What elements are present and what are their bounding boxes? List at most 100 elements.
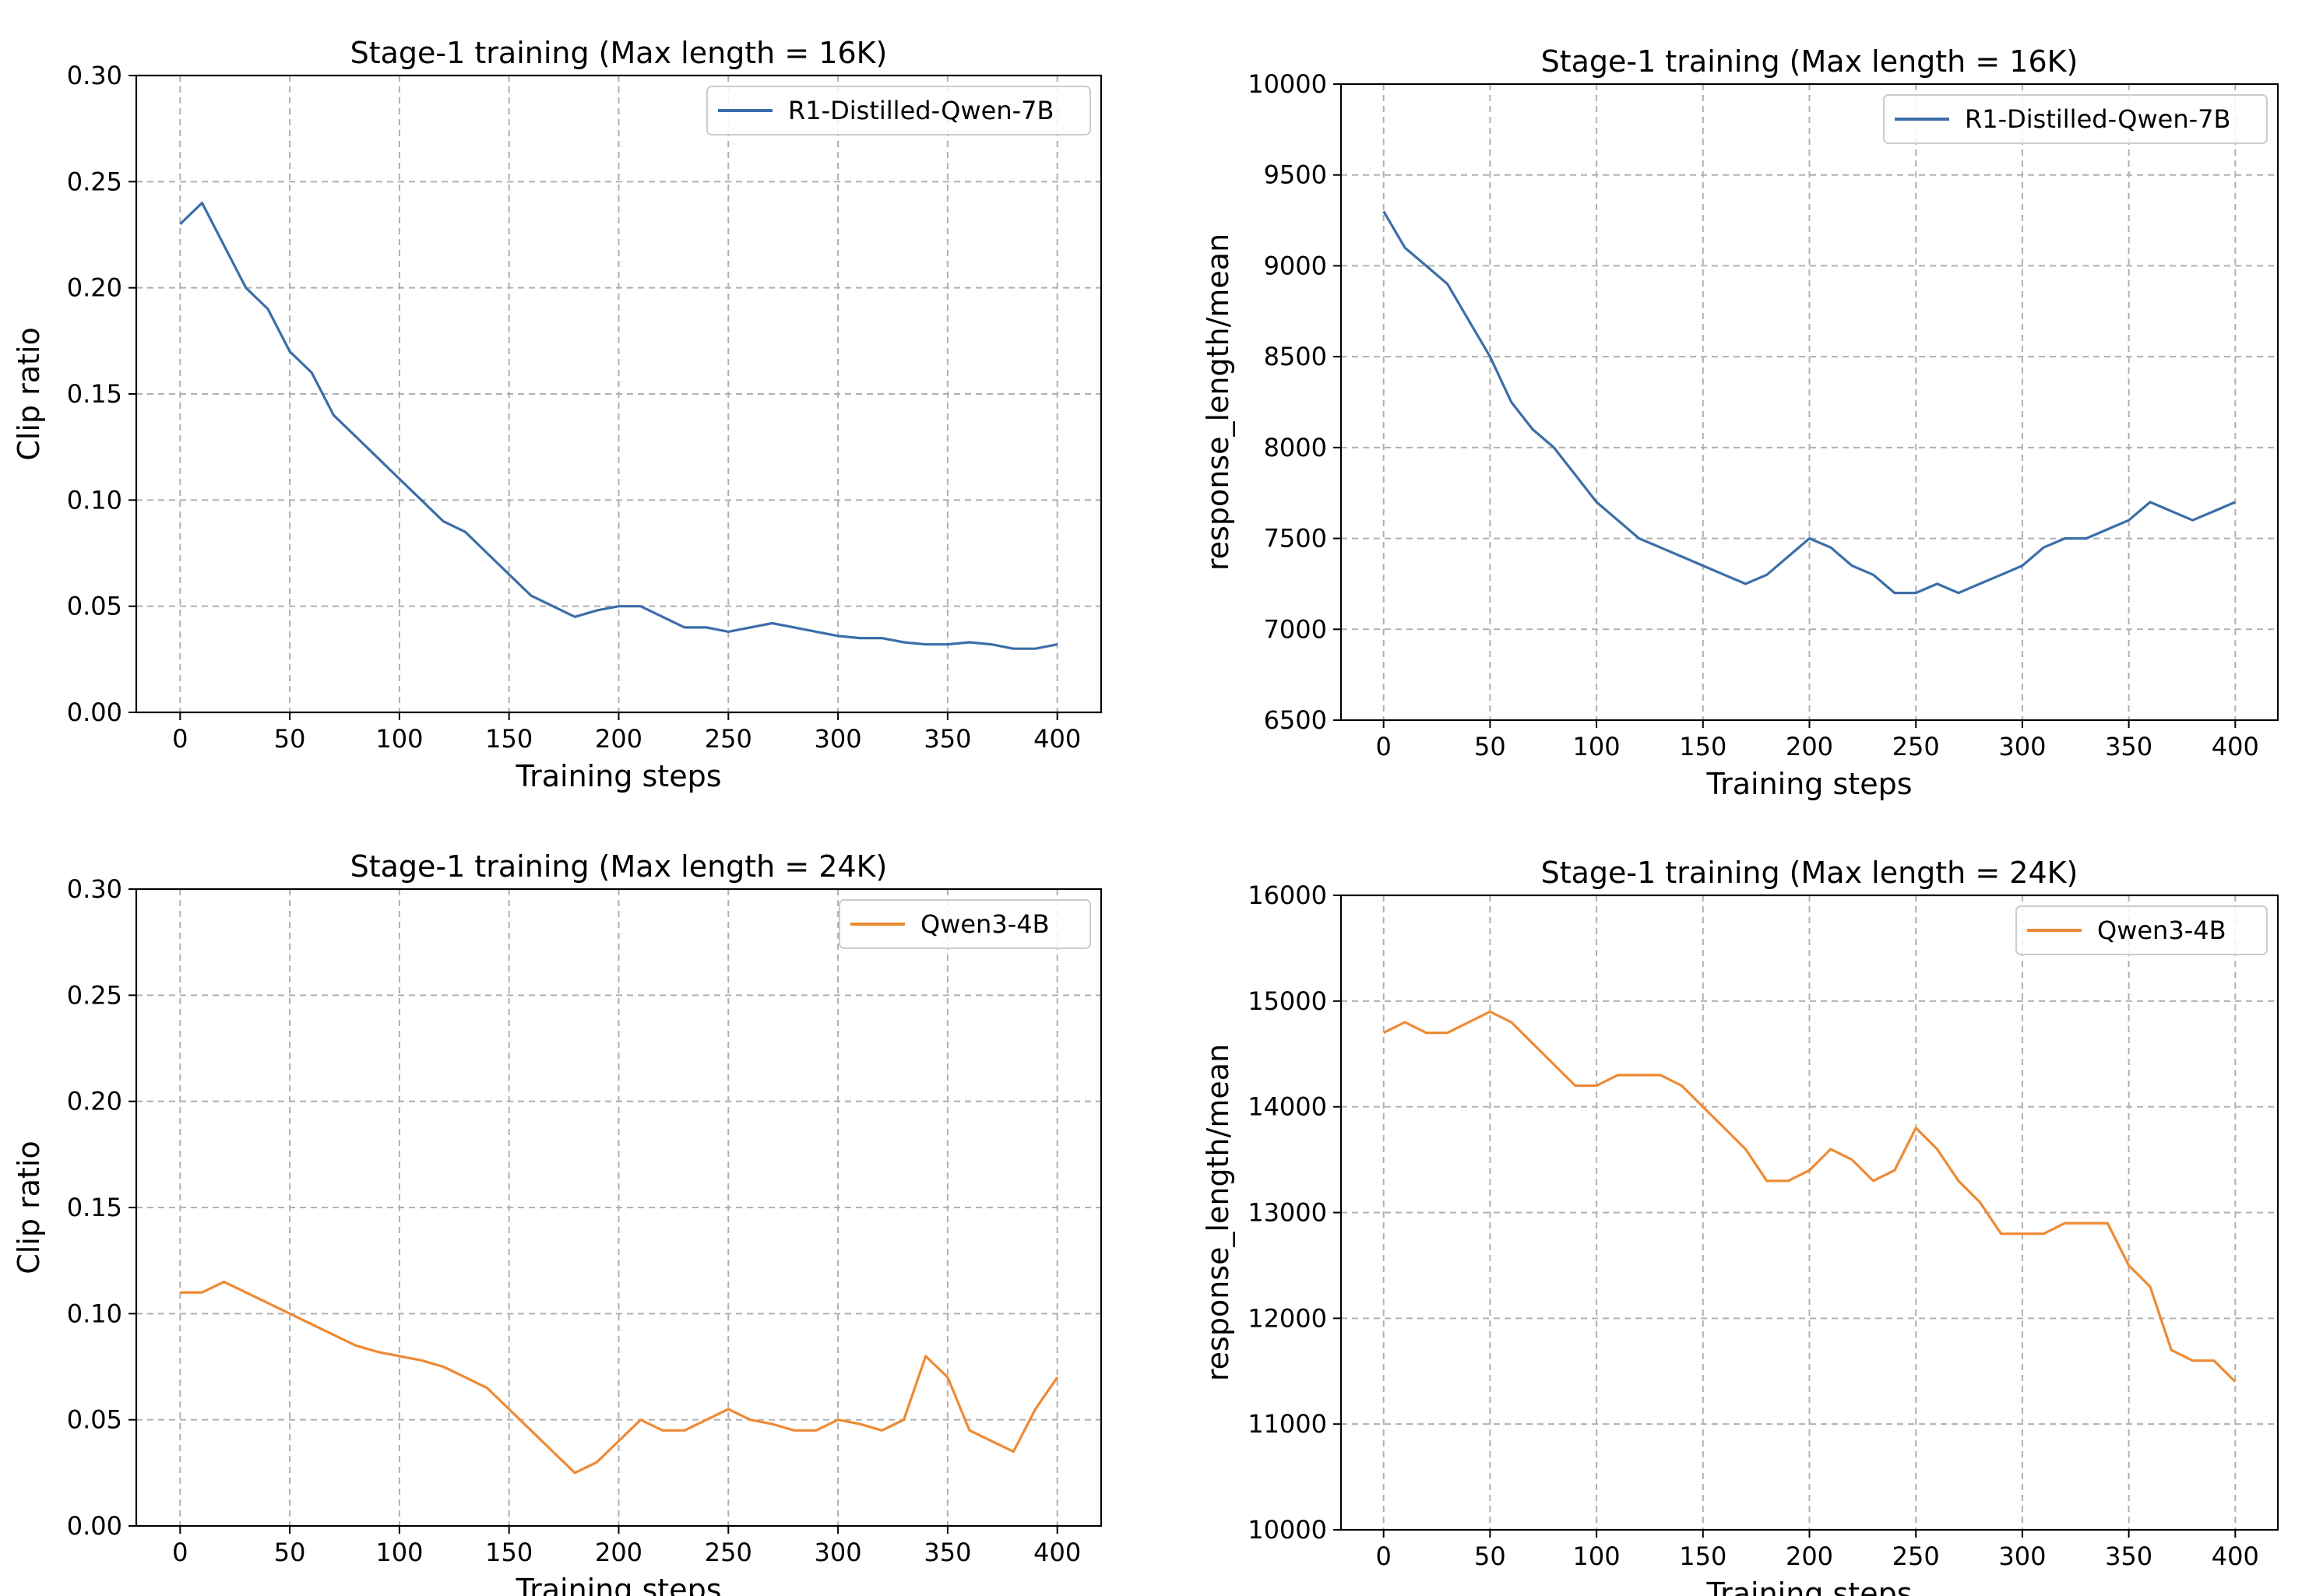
- y-axis-label: Clip ratio: [12, 327, 46, 460]
- x-tick-label: 0: [1376, 732, 1392, 761]
- legend-label: Qwen3-4B: [920, 909, 1050, 939]
- y-tick-label: 0.25: [67, 980, 122, 1010]
- y-tick-label: 7000: [1264, 614, 1327, 644]
- x-tick-label: 200: [595, 1538, 642, 1567]
- x-tick-label: 0: [172, 1538, 188, 1567]
- chart-title: Stage-1 training (Max length = 16K): [350, 36, 888, 70]
- x-tick-label: 0: [172, 724, 188, 754]
- y-tick-label: 0.20: [67, 273, 122, 303]
- x-tick-label: 150: [485, 724, 533, 754]
- x-tick-label: 0: [1376, 1542, 1392, 1571]
- chart-title: Stage-1 training (Max length = 24K): [350, 849, 888, 884]
- y-tick-label: 0.15: [67, 379, 122, 409]
- x-tick-label: 200: [1786, 732, 1833, 761]
- legend: Qwen3-4B: [2015, 905, 2268, 955]
- x-axis-label: Training steps: [1705, 1577, 1912, 1596]
- legend: R1-Distilled-Qwen-7B: [1883, 94, 2268, 144]
- y-tick-label: 0.15: [67, 1193, 122, 1222]
- x-tick-label: 250: [705, 724, 752, 754]
- x-tick-label: 100: [375, 724, 423, 754]
- y-axis-label: response_length/mean: [1201, 1044, 1235, 1381]
- y-tick-label: 16000: [1248, 881, 1327, 910]
- legend-box: [839, 899, 1091, 949]
- series-line-qwen3-4b: [180, 1280, 1059, 1475]
- chart-panel-2: 0 50 100 150 200 250 300 350 400 6500 7000 7500 8000…: [1201, 44, 2279, 801]
- legend-box: [1883, 94, 2268, 144]
- y-tick-label: 0.05: [67, 592, 122, 621]
- y-tick-label: 0.30: [67, 874, 122, 904]
- x-tick-label: 150: [485, 1538, 533, 1567]
- x-tick-label: 50: [1474, 732, 1506, 761]
- x-tick-label: 200: [595, 724, 642, 754]
- x-tick-label: 400: [2212, 1542, 2259, 1571]
- y-tick-label: 6500: [1264, 705, 1327, 735]
- x-tick-label: 400: [2212, 732, 2259, 761]
- x-tick-label: 400: [1033, 1538, 1081, 1567]
- x-tick-label: 250: [1892, 732, 1940, 761]
- y-tick-label: 0.05: [67, 1405, 122, 1435]
- x-tick-label: 350: [924, 724, 971, 754]
- legend-box: [2015, 905, 2268, 955]
- y-tick-label: 11000: [1248, 1409, 1327, 1439]
- series-line-qwen3-4b: [1382, 1010, 2237, 1383]
- series-line-r1-distilled-qwen-7b: [1382, 210, 2236, 595]
- y-axis-label: response_length/mean: [1201, 234, 1235, 571]
- legend: R1-Distilled-Qwen-7B: [706, 86, 1091, 135]
- y-tick-label: 0.20: [67, 1087, 122, 1116]
- x-tick-label: 100: [1573, 1542, 1621, 1571]
- y-tick-label: 14000: [1248, 1092, 1327, 1122]
- x-axis-label: Training steps: [515, 759, 721, 793]
- y-tick-label: 0.25: [67, 167, 122, 196]
- y-axis-label: Clip ratio: [12, 1141, 46, 1274]
- y-tick-label: 13000: [1248, 1198, 1327, 1228]
- y-tick-label: 12000: [1248, 1303, 1327, 1333]
- x-tick-label: 350: [2105, 1542, 2152, 1571]
- y-tick-label: 15000: [1248, 986, 1327, 1016]
- y-tick-label: 0.30: [67, 61, 122, 90]
- x-tick-label: 250: [1892, 1542, 1940, 1571]
- x-tick-label: 200: [1786, 1542, 1833, 1571]
- x-tick-label: 250: [705, 1538, 752, 1567]
- x-tick-label: 150: [1679, 1542, 1726, 1571]
- x-tick-label: 400: [1033, 724, 1081, 754]
- x-tick-label: 300: [1998, 732, 2046, 761]
- y-tick-label: 7500: [1264, 524, 1327, 554]
- chart-panel-1: 0 50 100 150 200 250 300 350 400 0.00 0.05 0.10 0.15…: [12, 36, 1103, 793]
- chart-panel-3: 0 50 100 150 200 250 300 350 400 0.00 0.05 0.10 0.15…: [12, 849, 1103, 1596]
- y-tick-label: 8000: [1264, 433, 1327, 462]
- x-tick-label: 100: [375, 1538, 423, 1567]
- chart-panel-4: 0 50 100 150 200 250 300 350 400 10000 11000 12000 1…: [1201, 856, 2279, 1596]
- x-tick-label: 100: [1573, 732, 1621, 761]
- legend-label: R1-Distilled-Qwen-7B: [1965, 104, 2230, 134]
- chart-title: Stage-1 training (Max length = 24K): [1541, 856, 2078, 890]
- x-tick-label: 50: [274, 724, 306, 754]
- y-tick-label: 0.00: [67, 698, 122, 727]
- x-tick-label: 350: [924, 1538, 971, 1567]
- legend-label: R1-Distilled-Qwen-7B: [788, 96, 1054, 125]
- x-tick-label: 300: [1998, 1542, 2046, 1571]
- y-tick-label: 9000: [1264, 251, 1327, 280]
- legend-box: [706, 86, 1091, 135]
- legend-label: Qwen3-4B: [2097, 916, 2226, 945]
- x-axis-label: Training steps: [1705, 767, 1912, 801]
- x-axis-label: Training steps: [515, 1573, 721, 1596]
- x-tick-label: 300: [815, 724, 862, 754]
- y-tick-label: 10000: [1248, 1515, 1327, 1545]
- chart-title: Stage-1 training (Max length = 16K): [1541, 44, 2078, 79]
- panels: 0 50 100 150 200 250 300 350 400 0.00 0.05 0.10 0.15…: [12, 36, 2279, 1596]
- x-tick-label: 50: [1474, 1542, 1506, 1571]
- x-tick-label: 300: [815, 1538, 862, 1567]
- y-tick-label: 0.10: [67, 1299, 122, 1328]
- y-tick-label: 0.10: [67, 485, 122, 515]
- y-tick-label: 9500: [1264, 160, 1327, 190]
- x-tick-label: 50: [274, 1538, 306, 1567]
- y-tick-label: 10000: [1248, 69, 1327, 99]
- x-tick-label: 150: [1679, 732, 1726, 761]
- x-tick-label: 350: [2105, 732, 2152, 761]
- y-tick-label: 0.00: [67, 1511, 122, 1541]
- legend: Qwen3-4B: [839, 899, 1091, 949]
- y-tick-label: 8500: [1264, 342, 1327, 371]
- series-line-r1-distilled-qwen-7b: [179, 202, 1058, 650]
